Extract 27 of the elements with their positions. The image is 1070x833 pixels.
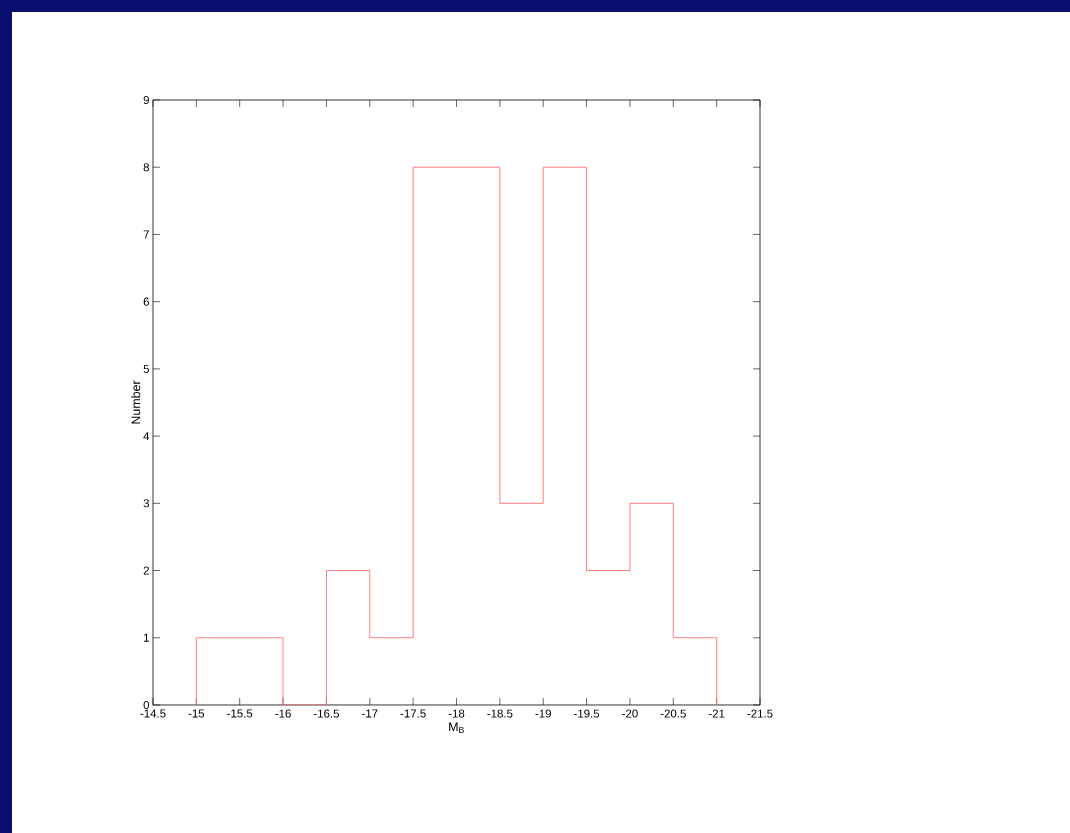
x-tick-label: -21.5 (747, 709, 773, 718)
x-tick-label: -19.5 (574, 709, 600, 718)
y-tick-label: 3 (143, 499, 149, 508)
x-tick-label: -18 (448, 709, 465, 718)
y-tick-label: 5 (143, 364, 149, 373)
x-tick-label: -21 (708, 709, 725, 718)
x-tick-label: -17 (362, 709, 378, 718)
x-tick-label: -14.5 (140, 709, 166, 718)
x-tick-label: -20 (622, 709, 638, 718)
y-tick-label: 8 (143, 163, 149, 172)
x-tick-label: -16.5 (313, 709, 339, 718)
x-tick-label: -19 (535, 709, 551, 718)
x-tick-label: -15.5 (227, 709, 253, 718)
y-tick-label: 0 (143, 700, 150, 710)
x-tick-label: -18.5 (487, 709, 513, 718)
x-tick-label: -17.5 (400, 709, 426, 718)
x-tick-label: -15 (188, 709, 205, 718)
y-tick-label: 6 (143, 297, 149, 306)
y-tick-label: 1 (143, 633, 149, 642)
y-tick-label: 7 (143, 230, 149, 239)
y-tick-label: 9 (143, 95, 149, 105)
x-tick-label: -16 (275, 709, 291, 718)
y-tick-label: 4 (143, 432, 150, 441)
y-tick-label: 2 (143, 566, 149, 575)
x-tick-label: -20.5 (660, 709, 686, 718)
x-axis-title: M$_{B}$ (449, 722, 464, 733)
y-axis-title: Number (131, 380, 141, 424)
